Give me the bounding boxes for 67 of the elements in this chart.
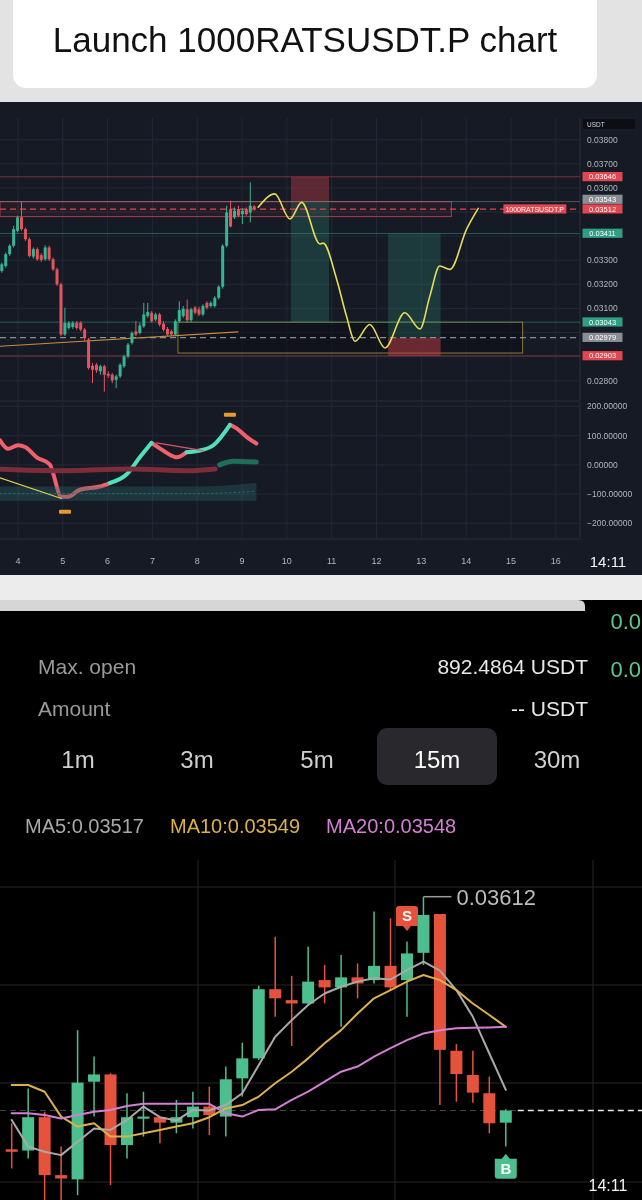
- candlestick: [88, 1055, 101, 1118]
- text: Max. open: [38, 655, 137, 678]
- annotation: 0.03612: [456, 884, 536, 910]
- text: 14:11: [589, 553, 627, 570]
- y-tick-label: 0.00000: [587, 459, 618, 470]
- y-tick-label: 100.00000: [587, 430, 628, 441]
- candlestick: [285, 975, 298, 1047]
- x-tick-label: 14: [461, 556, 472, 566]
- text: 15m: [413, 746, 461, 773]
- candlestick: [450, 1043, 463, 1103]
- text: 5m: [300, 746, 334, 773]
- candlestick: [302, 945, 315, 1006]
- text: 30m: [533, 746, 581, 773]
- x-tick-label: 4: [15, 556, 21, 566]
- text: MA10:0.03549: [169, 815, 301, 837]
- x-tick-label: 6: [105, 556, 111, 566]
- candlestick: [185, 298, 189, 324]
- y-tick-label: 0.03700: [587, 158, 618, 169]
- candlestick: [5, 1122, 18, 1170]
- candlestick: [137, 1090, 150, 1138]
- series-label: B: [500, 1160, 512, 1178]
- candlestick: [466, 1050, 479, 1104]
- x-tick-label: 8: [194, 556, 200, 566]
- series-label: S: [401, 907, 412, 925]
- candlestick: [269, 935, 282, 1018]
- candlestick: [248, 181, 252, 223]
- candlestick: [499, 1108, 512, 1148]
- x-tick-label: 10: [281, 556, 292, 566]
- candlestick: [63, 307, 67, 337]
- text: -- USDT: [511, 697, 589, 720]
- line-series: [257, 193, 480, 349]
- y-tick-label: 0.03600: [587, 182, 618, 193]
- text: MA20:0.03548: [326, 815, 457, 837]
- y-tick-label: −100.00000: [587, 489, 633, 500]
- candlestick: [142, 302, 146, 329]
- y-tick-label: 200.00000: [587, 401, 628, 412]
- x-tick-label: 13: [416, 556, 427, 566]
- text: 0.0: [610, 657, 641, 682]
- y-tick-label: 0.03300: [587, 255, 618, 266]
- text: Amount: [38, 697, 111, 720]
- y-tick-label: 0.03100: [587, 303, 618, 314]
- candlestick: [102, 364, 106, 393]
- y-tick-label: −200.00000: [587, 518, 633, 529]
- candlestick: [55, 1145, 68, 1200]
- x-tick-label: 9: [239, 556, 245, 566]
- candlestick: [177, 300, 181, 324]
- text: 3m: [180, 746, 214, 773]
- x-tick-label: 7: [149, 556, 155, 566]
- candlestick: [27, 237, 31, 259]
- candlestick: [318, 964, 331, 1005]
- chart-title: Launch 1000RATSUSDT.P chart: [52, 20, 558, 59]
- candlestick: [20, 201, 24, 232]
- text: 1m: [61, 746, 95, 773]
- y-tick-label: 0.02800: [587, 375, 618, 386]
- text: MA5:0.03517: [25, 815, 144, 837]
- x-tick-label: 16: [550, 556, 561, 566]
- x-tick-label: 11: [327, 556, 337, 566]
- candlestick: [236, 1041, 249, 1098]
- x-tick-label: 15: [505, 556, 516, 566]
- text: 892.4864 USDT: [437, 655, 589, 678]
- text: 14:11: [588, 1177, 628, 1194]
- y-tick-label: 0.03800: [587, 134, 618, 145]
- text: 0.0: [610, 609, 641, 634]
- candlestick: [134, 320, 138, 337]
- y-tick-label: 0.03200: [587, 279, 618, 290]
- x-tick-label: 5: [60, 556, 66, 566]
- x-tick-label: 12: [371, 556, 382, 566]
